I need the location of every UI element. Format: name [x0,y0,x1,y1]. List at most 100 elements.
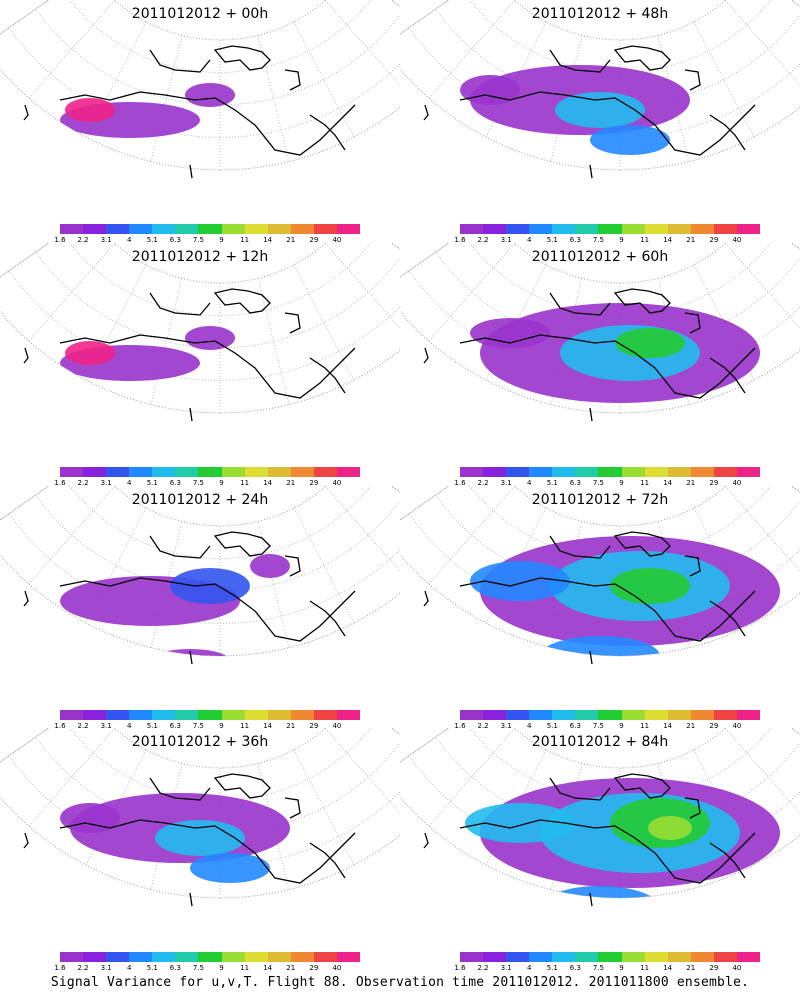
colorbar-swatch [460,467,484,477]
colorbar-swatch [290,224,314,234]
colorbar-swatch [529,467,553,477]
map-panel: 2011012012 + 48h 1.6 2.2 3.1 4 5.1 6.3 7.5 9 11 14… [400,0,800,244]
colorbar-label: 21 [286,479,296,487]
colorbar-swatch [552,710,576,720]
variance-blob [170,936,250,950]
colorbar-swatch [460,710,484,720]
colorbar-swatch [244,467,268,477]
colorbar-swatch [313,710,337,720]
colorbar-label: 5.1 [546,236,558,244]
variance-blob [570,208,650,222]
colorbar-swatch [267,710,291,720]
colorbar-swatch [621,952,645,962]
colorbar-label: 4 [126,236,132,244]
map-plot [400,0,800,222]
colorbar-swatch [175,467,199,477]
colorbar-swatch [313,224,337,234]
colorbar [60,952,361,962]
colorbar-swatch [106,952,130,962]
variance-field [60,793,290,950]
colorbar [60,710,361,720]
coastline [423,531,756,665]
variance-field [470,536,780,656]
colorbar-swatch [506,467,530,477]
colorbar-label: 3.1 [500,722,512,730]
colorbar-label: 14 [663,236,673,244]
colorbar-label: 21 [286,722,296,730]
colorbar-swatch [152,467,176,477]
colorbar-label: 4 [526,479,532,487]
colorbar-label: 14 [663,964,673,972]
colorbar-swatch [736,710,761,720]
map-plot [400,486,800,665]
figure-caption: Signal Variance for u,v,T. Flight 88. Ob… [50,975,750,990]
variance-blob [465,803,575,843]
variance-blob [190,853,270,883]
colorbar-label: 21 [686,236,696,244]
variance-blob [648,816,692,840]
colorbar-label: 6.3 [569,964,581,972]
colorbar-label: 11 [640,722,650,730]
colorbar-label: 4 [126,722,132,730]
colorbar-label: 9 [619,236,624,244]
colorbar-labels: 1.6 2.2 3.1 4 5.1 6.3 7.5 9 11 14 21 29 40 [54,236,360,246]
colorbar-swatch [221,952,245,962]
variance-blob [610,568,690,604]
colorbar-label: 11 [240,236,250,244]
colorbar-swatch [529,710,553,720]
panel-title: 2011012012 + 24h [131,492,269,508]
colorbar-label: 1.6 [54,479,66,487]
colorbar-label: 29 [709,722,719,730]
colorbar [60,224,361,234]
colorbar-swatch [690,467,714,477]
colorbar-swatch [244,224,268,234]
colorbar-label: 5.1 [146,964,158,972]
colorbar-swatch [83,467,107,477]
colorbar-label: 14 [663,479,673,487]
colorbar-label: 7.5 [592,964,605,972]
colorbar-label: 21 [286,964,296,972]
variance-field [470,303,760,403]
colorbar-label: 5.1 [546,479,558,487]
colorbar-swatch [198,224,222,234]
colorbar-label: 7.5 [192,964,205,972]
colorbar-label: 4 [126,479,132,487]
colorbar-label: 29 [709,479,719,487]
colorbar-label: 1.6 [454,964,466,972]
colorbar-label: 11 [640,964,650,972]
colorbar-swatch [598,467,622,477]
colorbar-swatch [221,224,245,234]
panel-title: 2011012012 + 72h [531,492,669,508]
colorbar [460,952,761,962]
colorbar-swatch [267,952,291,962]
variance-field [460,65,690,222]
colorbar-swatch [129,710,153,720]
colorbar-swatch [529,952,553,962]
colorbar-label: 9 [219,722,224,730]
colorbar-swatch [152,710,176,720]
map-panel: 2011012012 + 72h 1.6 2.2 3.1 4 5.1 6.3 7.5 9 11 14… [400,486,800,730]
colorbar-swatch [667,224,691,234]
colorbar-label: 6.3 [169,479,181,487]
colorbar-swatch [690,952,714,962]
colorbar-label: 3.1 [100,479,112,487]
colorbar-label: 29 [309,479,319,487]
colorbar-label: 29 [709,964,719,972]
colorbar-swatch [221,710,245,720]
colorbar-label: 40 [732,964,742,972]
colorbar-swatch [598,710,622,720]
colorbar-label: 5.1 [546,722,558,730]
colorbar-label: 40 [332,722,342,730]
colorbar-label: 2.2 [477,722,489,730]
colorbar-swatch [175,952,199,962]
colorbar-swatch [575,710,599,720]
panel-title: 2011012012 + 84h [531,734,669,750]
colorbar-label: 2.2 [77,722,89,730]
colorbar-label: 7.5 [592,479,605,487]
coastline [23,45,356,179]
variance-blob [460,75,520,105]
colorbar-label: 5.1 [546,964,558,972]
colorbar-swatch [575,952,599,962]
colorbar-swatch [460,952,484,962]
colorbar-swatch [690,224,714,234]
